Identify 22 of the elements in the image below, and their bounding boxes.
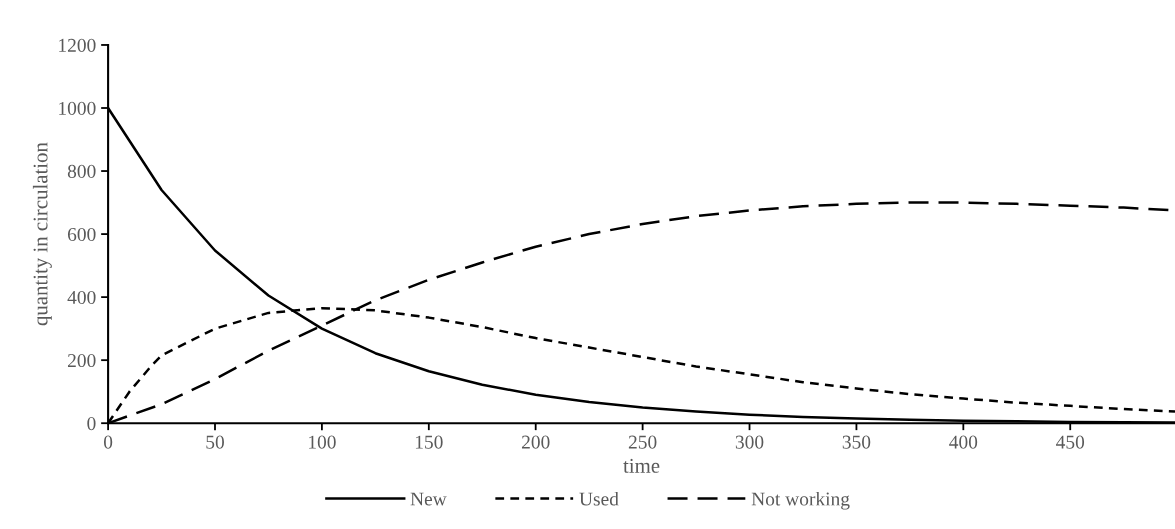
y-tick-label: 200 — [67, 353, 96, 368]
y-tick-label: 600 — [67, 227, 96, 242]
x-tick-label: 400 — [949, 435, 978, 449]
x-tick-label: 0 — [103, 435, 113, 449]
x-tick-label: 300 — [735, 435, 764, 449]
y-axis-title: quantity in circulation — [32, 142, 52, 326]
x-tick-label: 150 — [415, 435, 443, 449]
legend-label: Used — [579, 491, 619, 506]
x-tick-label: 200 — [521, 435, 550, 449]
legend-label: Not working — [751, 491, 850, 510]
y-tick-label: 800 — [67, 164, 96, 178]
x-tick-label: 100 — [309, 435, 336, 449]
y-tick-label: 400 — [67, 290, 96, 305]
legend-label: New — [410, 492, 447, 506]
y-tick-label: 1200 — [59, 38, 96, 52]
y-tick-label: 0 — [87, 417, 96, 431]
x-axis-title: time — [623, 458, 660, 473]
x-tick-label: 50 — [206, 435, 224, 449]
x-tick-label: 250 — [628, 435, 657, 449]
y-tick-label: 1000 — [59, 101, 96, 115]
x-tick-label: 350 — [842, 435, 871, 449]
x-tick-label: 450 — [1056, 435, 1085, 449]
